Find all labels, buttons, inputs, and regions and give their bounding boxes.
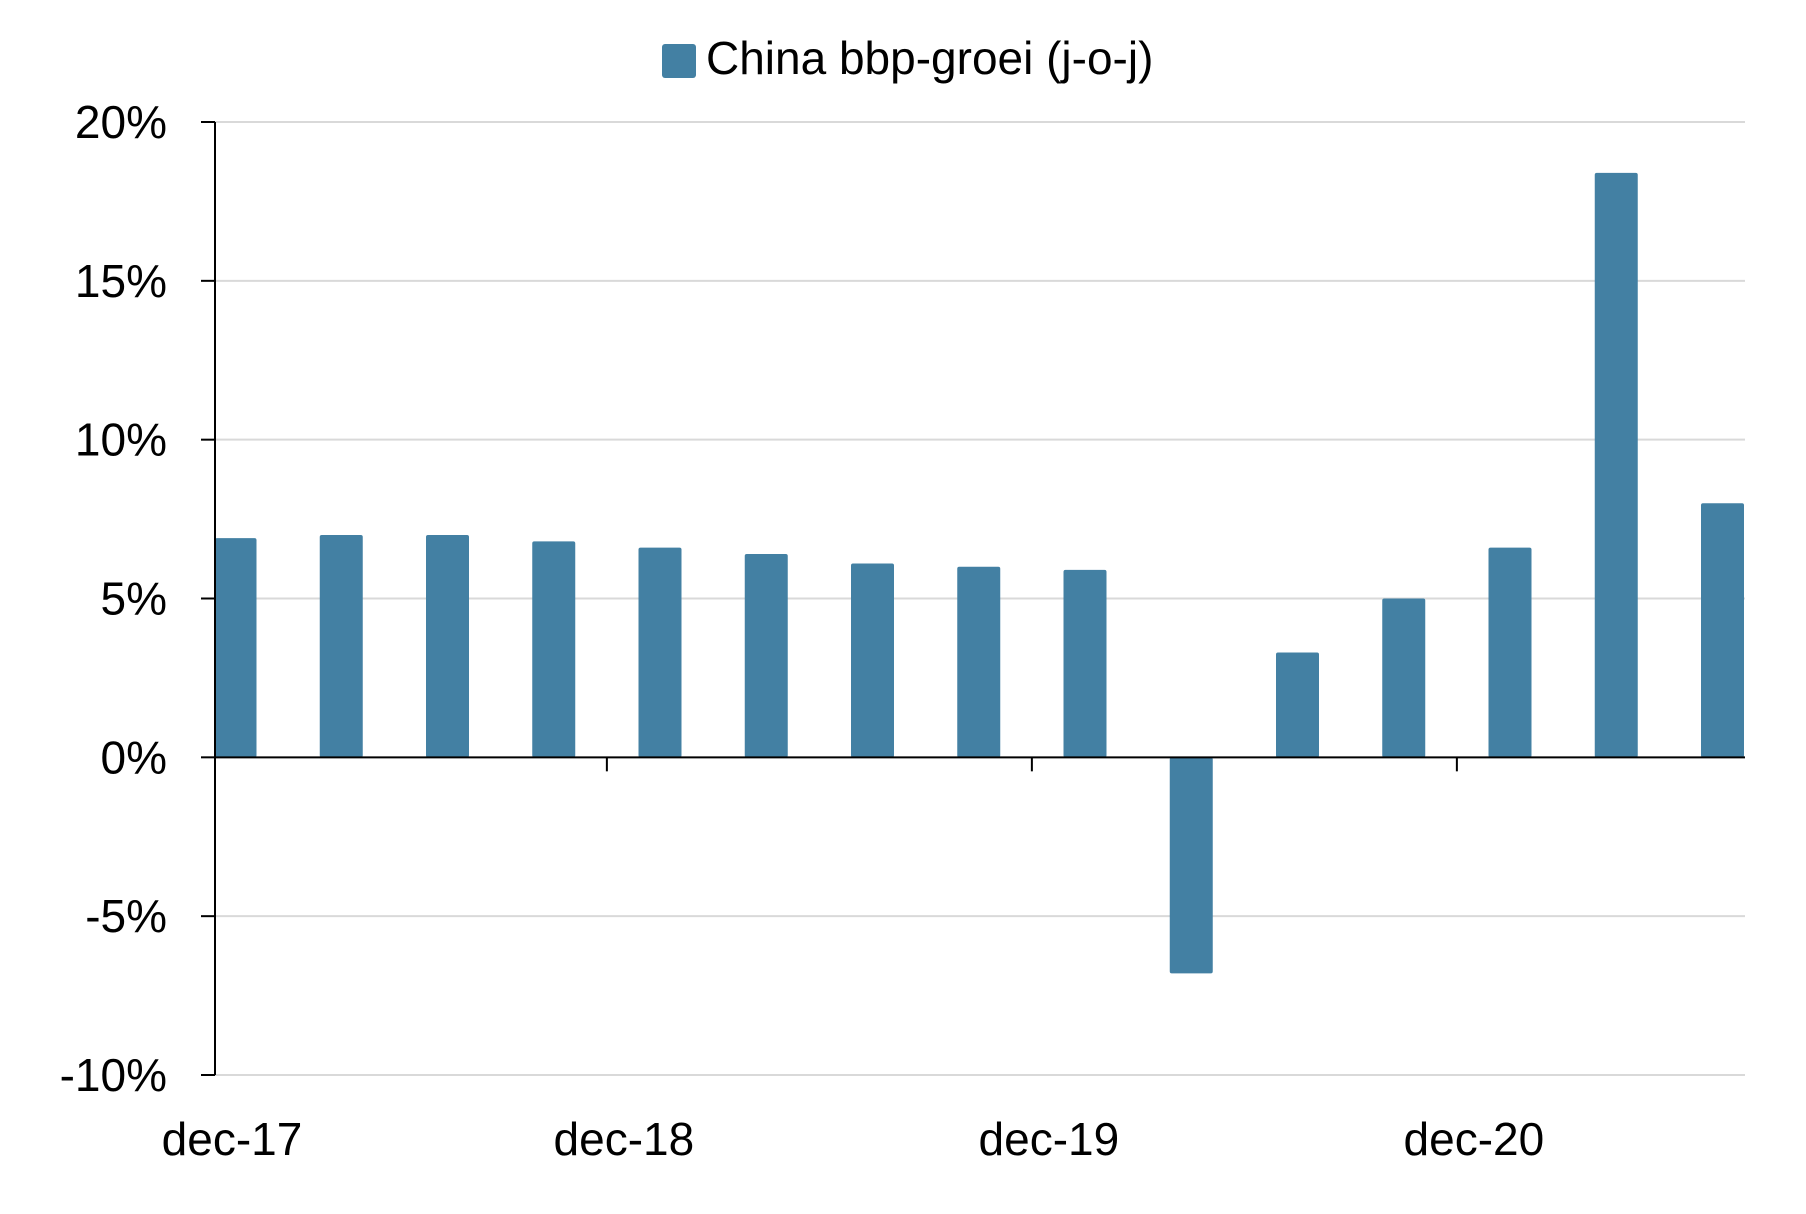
bar <box>744 554 788 758</box>
bar <box>957 566 1001 758</box>
bar <box>319 534 363 758</box>
bar <box>638 547 682 758</box>
x-tick-label: dec-17 <box>162 1113 303 1165</box>
bar <box>1488 547 1532 758</box>
x-tick-label: dec-18 <box>554 1113 695 1165</box>
legend-swatch <box>662 44 696 78</box>
y-tick-label: 0% <box>101 731 167 783</box>
y-tick-label: 5% <box>101 573 167 625</box>
x-tick-label: dec-20 <box>1404 1113 1545 1165</box>
bar <box>1382 598 1426 758</box>
bar <box>532 541 576 758</box>
legend: China bbp-groei (j-o-j) <box>662 32 1153 84</box>
bar <box>1594 172 1638 758</box>
y-tick-label: -5% <box>85 890 167 942</box>
bar <box>1169 757 1213 974</box>
y-tick-label: 20% <box>75 96 167 148</box>
y-tick-label: -10% <box>60 1049 167 1101</box>
bars <box>215 172 1744 974</box>
x-tick-label: dec-19 <box>979 1113 1120 1165</box>
legend-label: China bbp-groei (j-o-j) <box>706 32 1153 84</box>
bar <box>1701 503 1744 758</box>
y-tick-label: 10% <box>75 414 167 466</box>
bar <box>1276 652 1319 758</box>
axis-labels: -10% -5% 0% 5% 10% 15% 20% dec-17 dec-18 dec-19 de… <box>60 96 1545 1165</box>
bar <box>215 538 257 758</box>
bar <box>426 534 469 758</box>
y-tick-label: 15% <box>75 255 167 307</box>
bar <box>1063 569 1107 758</box>
axes <box>201 121 1745 1076</box>
bar <box>851 563 894 758</box>
